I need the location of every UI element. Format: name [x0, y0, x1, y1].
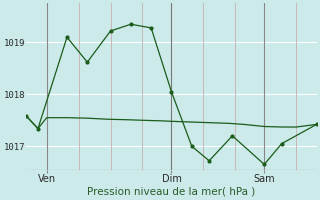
X-axis label: Pression niveau de la mer( hPa ): Pression niveau de la mer( hPa )	[87, 187, 256, 197]
